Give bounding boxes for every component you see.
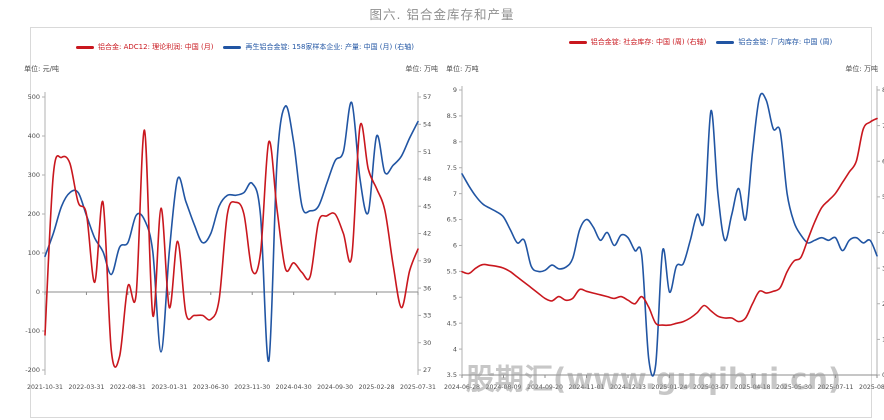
svg-text:8: 8 xyxy=(882,86,884,94)
svg-text:400: 400 xyxy=(28,132,40,140)
svg-text:0: 0 xyxy=(882,371,884,379)
svg-text:-100: -100 xyxy=(25,327,40,335)
svg-text:39: 39 xyxy=(423,257,431,265)
svg-text:57: 57 xyxy=(423,93,431,101)
svg-text:4: 4 xyxy=(882,229,884,237)
svg-text:2024-12-13: 2024-12-13 xyxy=(610,384,646,391)
svg-text:3: 3 xyxy=(882,264,884,272)
svg-text:4: 4 xyxy=(453,345,457,353)
svg-text:2024-08-09: 2024-08-09 xyxy=(486,384,522,391)
left-chart-right-axis-unit: 单位: 万吨 xyxy=(405,65,438,73)
svg-text:42: 42 xyxy=(423,230,431,238)
svg-text:27: 27 xyxy=(423,366,431,374)
svg-text:2025-04-18: 2025-04-18 xyxy=(735,384,771,391)
svg-text:36: 36 xyxy=(423,284,431,292)
legend-label: 再生铝合金锭: 158家样本企业: 产量: 中国 (月) (右轴) xyxy=(245,43,414,51)
left-chart-left-axis-unit: 单位: 元/吨 xyxy=(24,65,59,73)
svg-text:8: 8 xyxy=(453,138,457,146)
svg-text:300: 300 xyxy=(28,171,40,179)
svg-text:2022-08-31: 2022-08-31 xyxy=(110,384,146,391)
svg-text:0: 0 xyxy=(36,288,40,296)
svg-text:2022-03-31: 2022-03-31 xyxy=(68,384,104,391)
svg-text:51: 51 xyxy=(423,148,431,156)
blue-line-swatch xyxy=(223,45,242,49)
legend-label: 铝合金锭: 厂内库存: 中国 (周) xyxy=(738,38,833,46)
svg-text:9: 9 xyxy=(453,86,457,94)
svg-text:33: 33 xyxy=(423,312,431,320)
watermark: 股期汇(www.guqihui.cn) xyxy=(466,362,842,396)
svg-text:2025-02-28: 2025-02-28 xyxy=(359,384,395,391)
svg-text:7: 7 xyxy=(882,122,884,130)
legend-label: 铝合金: ADC12: 理论利润: 中国 (月) xyxy=(98,43,214,51)
left-chart-legend: 铝合金: ADC12: 理论利润: 中国 (月) 再生铝合金锭: 158家样本企… xyxy=(60,42,430,52)
svg-text:7.5: 7.5 xyxy=(447,164,457,172)
svg-text:7: 7 xyxy=(453,190,457,198)
svg-text:2024-09-30: 2024-09-30 xyxy=(317,384,353,391)
svg-text:8.5: 8.5 xyxy=(447,112,457,120)
svg-text:2024-04-30: 2024-04-30 xyxy=(276,384,312,391)
svg-text:48: 48 xyxy=(423,175,431,183)
svg-text:200: 200 xyxy=(28,210,40,218)
svg-text:2025-07-11: 2025-07-11 xyxy=(818,384,854,391)
svg-text:54: 54 xyxy=(423,121,431,129)
svg-text:5.5: 5.5 xyxy=(447,268,457,276)
svg-text:2023-06-30: 2023-06-30 xyxy=(193,384,229,391)
svg-text:2024-11-01: 2024-11-01 xyxy=(569,384,605,391)
legend-item-production: 再生铝合金锭: 158家样本企业: 产量: 中国 (月) (右轴) xyxy=(223,42,414,52)
chart-panel xyxy=(30,27,872,418)
red-line-swatch xyxy=(76,45,95,49)
svg-text:45: 45 xyxy=(423,202,431,210)
svg-text:6: 6 xyxy=(882,157,884,165)
blue-line-swatch xyxy=(716,40,735,44)
svg-text:2025-08-22: 2025-08-22 xyxy=(859,384,884,391)
svg-text:2024-09-20: 2024-09-20 xyxy=(527,384,563,391)
svg-text:5: 5 xyxy=(453,293,457,301)
legend-item-factory-inventory: 铝合金锭: 厂内库存: 中国 (周) xyxy=(716,37,832,47)
svg-text:5: 5 xyxy=(882,193,884,201)
svg-text:2: 2 xyxy=(882,300,884,308)
svg-text:2023-11-30: 2023-11-30 xyxy=(234,384,270,391)
legend-label: 铝合金锭: 社会库存: 中国 (周) (右轴) xyxy=(590,38,707,46)
svg-text:30: 30 xyxy=(423,339,431,347)
figure-title: 图六. 铝合金库存和产量 xyxy=(369,7,515,22)
svg-text:2025-05-30: 2025-05-30 xyxy=(776,384,812,391)
svg-text:2025-07-31: 2025-07-31 xyxy=(400,384,436,391)
right-chart-right-axis-unit: 单位: 万吨 xyxy=(845,65,878,73)
red-line-swatch xyxy=(568,40,587,44)
svg-text:4.5: 4.5 xyxy=(447,319,457,327)
svg-text:2024-06-28: 2024-06-28 xyxy=(444,384,480,391)
svg-text:1: 1 xyxy=(882,336,884,344)
right-chart-legend: 铝合金锭: 社会库存: 中国 (周) (右轴) 铝合金锭: 厂内库存: 中国 (… xyxy=(528,37,873,47)
right-chart-left-axis-unit: 单位: 万吨 xyxy=(446,65,479,73)
legend-item-social-inventory: 铝合金锭: 社会库存: 中国 (周) (右轴) xyxy=(568,37,707,47)
svg-text:2021-10-31: 2021-10-31 xyxy=(27,384,63,391)
svg-text:6: 6 xyxy=(453,242,457,250)
svg-text:3.5: 3.5 xyxy=(447,371,457,379)
svg-text:2025-03-07: 2025-03-07 xyxy=(693,384,729,391)
svg-text:2023-01-31: 2023-01-31 xyxy=(151,384,187,391)
legend-item-profit: 铝合金: ADC12: 理论利润: 中国 (月) xyxy=(76,42,213,52)
svg-text:500: 500 xyxy=(28,93,40,101)
svg-text:100: 100 xyxy=(28,249,40,257)
svg-text:2025-01-24: 2025-01-24 xyxy=(652,384,688,391)
svg-text:6.5: 6.5 xyxy=(447,216,457,224)
svg-text:-200: -200 xyxy=(25,366,40,374)
